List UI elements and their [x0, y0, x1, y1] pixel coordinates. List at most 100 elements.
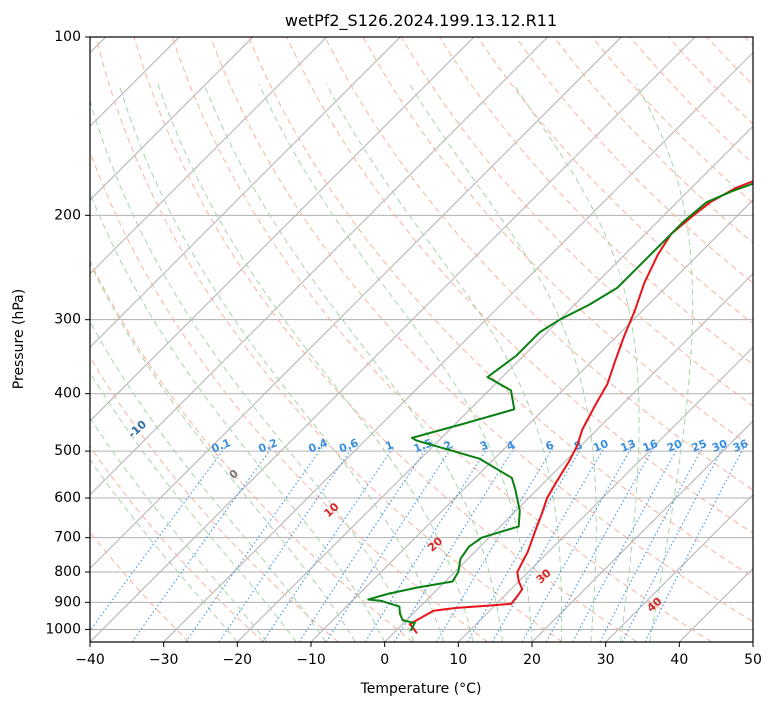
moist-adiabat: [258, 83, 533, 642]
moist-adiabat: [409, 83, 597, 642]
x-tick-label: 30: [597, 652, 615, 668]
isotherm-line: [384, 272, 753, 642]
mixing-ratio-label: 1: [383, 438, 395, 453]
mixing-ratio-label: 30: [710, 437, 729, 455]
isotherm-line: [90, 37, 622, 570]
y-tick-label: 500: [54, 443, 81, 459]
moist-adiabats: [90, 83, 694, 642]
mixing-ratio-line: [298, 445, 429, 642]
mixing-ratio-line: [644, 445, 746, 642]
mixing-ratio-line: [218, 445, 355, 642]
x-tick-label: −10: [296, 652, 326, 668]
x-tick-label: 10: [449, 652, 467, 668]
moist-adiabat: [90, 262, 356, 642]
mixing-ratio-label: 16: [641, 437, 660, 455]
mixing-ratio-line: [131, 445, 274, 642]
mixing-ratio-label: 3: [478, 438, 490, 453]
mixing-ratio-line: [621, 445, 725, 642]
dry-adiabats: [90, 37, 753, 642]
y-tick-label: 800: [54, 564, 81, 580]
x-tick-label: 40: [670, 652, 688, 668]
x-tick-label: −40: [75, 652, 105, 668]
mixing-ratio-label: 36: [731, 437, 750, 455]
y-tick-label: 1000: [45, 621, 81, 637]
isotherm-line: [163, 51, 753, 642]
dry-adiabat: [515, 37, 753, 284]
isotherm-line: [90, 37, 696, 642]
mixing-ratio-line: [262, 445, 395, 642]
mixing-ratio-labels: 0.1 0.2 0.4 0.6 1 1.5 2 3 4 6 8 10 13 16 20 25 30 36: [210, 436, 751, 455]
y-tick-label: 600: [54, 490, 81, 506]
x-axis-label: Temperature (°C): [360, 681, 482, 697]
isotherm-gridlines: [90, 37, 753, 642]
isotherm-line: [605, 493, 753, 642]
mixing-ratio-line: [435, 445, 555, 642]
mixing-ratio-line: [545, 445, 656, 642]
dry-adiabat: [324, 37, 753, 491]
moist-adiabat: [203, 83, 504, 642]
isotherm-line: [457, 346, 753, 642]
isotherm-line: [90, 37, 254, 201]
x-tick-label: 50: [744, 652, 762, 668]
dry-adiabat: [286, 37, 753, 534]
x-axis-ticks: −40 −30 −20 −10 0 10 20 30 40 50: [75, 642, 762, 668]
temperature-profile: [408, 180, 753, 634]
mixing-ratio-label: 20: [665, 437, 684, 455]
isotherm-line: [236, 125, 753, 642]
dry-adiabat: [133, 37, 638, 642]
y-tick-label: 200: [54, 207, 81, 223]
moist-adiabat: [90, 320, 327, 642]
mixing-ratio-label: 25: [690, 437, 709, 455]
mixing-ratio-label: 13: [619, 437, 638, 455]
isotherm-line: [90, 37, 549, 496]
dry-adiabat: [210, 37, 753, 623]
moist-adiabat: [90, 191, 386, 642]
x-tick-label: 20: [523, 652, 541, 668]
moist-adiabat: [90, 98, 415, 642]
dry-adiabat: [90, 445, 264, 642]
dry-adiabat: [171, 37, 712, 642]
moist-adiabat: [512, 83, 640, 642]
moist-adiabat: [90, 458, 238, 642]
isobar-gridlines: [90, 37, 753, 630]
sounding-profiles: [367, 180, 753, 634]
moist-adiabat: [635, 83, 694, 642]
mixing-ratio-line: [185, 445, 324, 642]
moist-adiabat: [90, 371, 297, 642]
mixing-ratio-line: [325, 445, 454, 642]
y-tick-label: 700: [54, 530, 81, 546]
moist-adiabat: [157, 83, 474, 642]
mixing-ratio-line: [393, 445, 516, 642]
isotherm-line: [531, 420, 753, 642]
mixing-ratio-line: [521, 445, 634, 642]
mixing-ratio-lines: [90, 445, 746, 642]
isotherm-line: [90, 37, 401, 349]
dry-adiabat: [90, 356, 339, 642]
x-tick-label: −30: [149, 652, 179, 668]
dry-adiabat: [248, 37, 753, 578]
plot-frame: [89, 36, 754, 643]
mixing-ratio-line: [466, 445, 584, 642]
plot-area: -100-90-80-70-60-50-40-30-20-10010203040…: [90, 37, 753, 642]
y-axis-label: Pressure (hPa): [11, 289, 27, 389]
mixing-ratio-line: [364, 445, 490, 642]
moist-adiabat: [325, 83, 563, 642]
y-tick-label: 100: [54, 29, 81, 45]
x-tick-label: −20: [223, 652, 253, 668]
y-tick-label: 400: [54, 386, 81, 402]
chart-title: wetPf2_S126.2024.199.13.12.R11: [285, 11, 557, 31]
isotherm-line: [90, 37, 328, 275]
dry-adiabat: [90, 259, 414, 642]
x-tick-label: 0: [380, 652, 389, 668]
dry-adiabat: [95, 37, 563, 642]
mixing-ratio-label: 10: [591, 437, 610, 455]
y-axis-ticks: 100 200 300 400 500 600 700 800 900 1000: [45, 29, 90, 637]
y-tick-label: 300: [54, 312, 81, 328]
isotherm-line: [90, 37, 475, 422]
y-tick-label: 900: [54, 594, 81, 610]
dew-point-profile: [367, 182, 753, 632]
moist-adiabat: [90, 416, 268, 642]
moist-adiabat: [118, 83, 445, 642]
mixing-ratio-label: 2: [442, 438, 454, 453]
